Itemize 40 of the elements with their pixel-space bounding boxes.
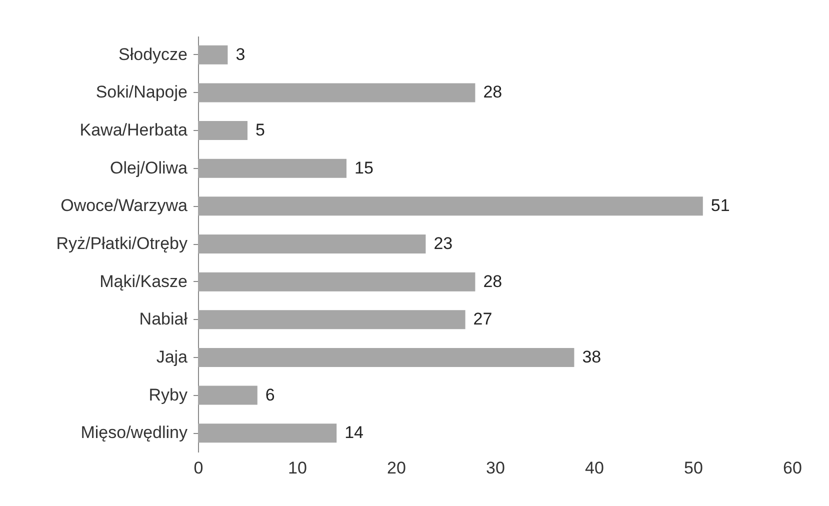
bar xyxy=(198,386,258,405)
x-tick-label: 30 xyxy=(486,458,505,478)
y-tick-label: Mięso/wędliny xyxy=(80,423,188,442)
x-tick-label: 20 xyxy=(387,458,406,478)
data-label: 6 xyxy=(265,385,275,404)
data-label: 28 xyxy=(483,82,502,102)
data-label: 28 xyxy=(483,272,502,291)
data-label: 5 xyxy=(256,120,265,140)
y-tick-label: Soki/Napoje xyxy=(96,82,188,102)
x-tick-label: 50 xyxy=(684,458,703,478)
bar xyxy=(198,272,476,292)
y-tick-label: Nabiał xyxy=(139,310,188,329)
bar xyxy=(198,234,426,254)
y-tick-label: Ryby xyxy=(148,385,188,404)
x-tick-label: 10 xyxy=(288,458,307,478)
bar xyxy=(198,83,476,102)
y-tick-label: Ryż/Płatki/Otręby xyxy=(56,234,188,253)
x-tick-label: 60 xyxy=(783,458,802,478)
bar xyxy=(198,121,248,140)
bar xyxy=(198,348,574,367)
data-label: 15 xyxy=(354,158,374,178)
bar xyxy=(198,196,703,216)
bar xyxy=(198,45,228,64)
y-tick-label: Olej/Oliwa xyxy=(110,158,188,178)
bar xyxy=(198,310,466,330)
y-tick-label: Mąki/Kasze xyxy=(100,272,188,291)
data-label: 38 xyxy=(582,347,602,366)
data-label: 27 xyxy=(473,310,492,329)
data-label: 51 xyxy=(710,196,730,216)
data-label: 14 xyxy=(344,423,364,442)
data-label: 23 xyxy=(434,234,453,253)
x-tick-label: 0 xyxy=(194,458,204,478)
data-label: 3 xyxy=(236,44,246,64)
x-tick-label: 40 xyxy=(585,458,604,478)
y-tick-label: Owoce/Warzywa xyxy=(60,196,188,216)
bar xyxy=(198,158,346,178)
y-tick-label: Słodycze xyxy=(118,44,188,64)
bar xyxy=(198,424,337,443)
y-tick-label: Kawa/Herbata xyxy=(80,120,188,140)
y-tick-label: Jaja xyxy=(156,347,188,366)
